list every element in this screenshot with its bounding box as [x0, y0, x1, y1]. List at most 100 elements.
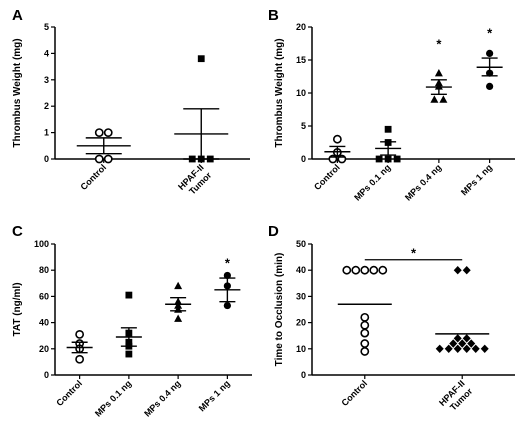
significance-star: * [436, 37, 442, 52]
y-tick-label: 10 [296, 344, 306, 354]
data-point [342, 265, 352, 275]
data-point [332, 134, 342, 144]
panel-c: C 0 20 40 60 80 100 TAT (ng/ml) Control MPs 0.1 n… [12, 223, 252, 419]
data-point [360, 347, 370, 356]
y-tick-label: 40 [39, 318, 49, 328]
x-tick-label-line: MPs 0.4 ng [403, 162, 443, 202]
y-axis-label: Time to Occlusion (min) [274, 253, 285, 367]
data-point [125, 291, 133, 299]
y-tick-label: 0 [44, 370, 49, 380]
x-tick-label-line: MPs 0.1 ng [93, 378, 133, 418]
x-tick-label-line: Control [312, 162, 342, 192]
data-point [462, 334, 471, 343]
data-point [449, 339, 458, 348]
data-point [444, 344, 453, 353]
data-point [375, 155, 383, 163]
data-point [75, 354, 85, 364]
y-tick-label: 80 [39, 265, 49, 275]
x-tick-label-line: Control [339, 378, 369, 408]
data-point [471, 344, 480, 353]
panel-b: B 0 5 10 15 20 Thrombus Weight (mg) Control MPs … [268, 7, 515, 203]
x-tick-label: MPs 0.4 ng [142, 378, 182, 418]
x-tick-label-line: MPs 1 ng [197, 378, 232, 413]
y-tick-label: 20 [39, 344, 49, 354]
panel-label: C [12, 223, 23, 240]
data-point [103, 154, 113, 164]
y-axis-label: TAT (ng/ml) [12, 282, 23, 336]
panel-d: D 0 10 20 30 40 50 Time to Occlusion (min) Contr… [268, 223, 515, 416]
data-point [351, 265, 361, 275]
panel-label: D [268, 223, 279, 240]
y-tick-label: 20 [296, 22, 306, 32]
data-point [360, 328, 370, 338]
y-tick-label: 60 [39, 291, 49, 301]
x-tick-label: Control [312, 162, 342, 192]
x-tick-label-line: Control [78, 162, 108, 192]
significance-star: * [487, 25, 493, 40]
data-point [434, 69, 443, 77]
y-tick-label: 5 [301, 121, 306, 131]
y-tick-label: 10 [296, 88, 306, 98]
x-tick-label: Control [78, 162, 108, 192]
data-point [94, 128, 104, 137]
data-point [360, 320, 370, 330]
data-point [430, 95, 439, 103]
data-point [393, 155, 401, 163]
x-tick-label-line: Control [54, 378, 84, 408]
data-point [94, 154, 104, 164]
data-point [360, 339, 370, 348]
x-tick-label: Control [339, 378, 369, 408]
data-point [467, 339, 476, 348]
data-point [125, 350, 133, 358]
data-point [384, 155, 392, 163]
x-tick-label: MPs 1 ng [459, 162, 494, 197]
data-point [453, 344, 462, 353]
x-tick-label: HPAF-IITumor [437, 378, 475, 416]
data-point [197, 55, 205, 63]
y-tick-label: 100 [34, 239, 49, 249]
y-tick-label: 0 [44, 154, 49, 164]
y-tick-label: 0 [301, 370, 306, 380]
y-tick-label: 3 [44, 75, 49, 85]
data-point [462, 344, 471, 353]
data-point [462, 266, 471, 275]
data-point [223, 301, 231, 310]
x-tick-label: Control [54, 378, 84, 408]
y-tick-label: 2 [44, 101, 49, 111]
y-tick-label: 15 [296, 55, 306, 65]
data-point [174, 314, 183, 322]
x-tick-label: MPs 1 ng [197, 378, 232, 413]
y-tick-label: 0 [301, 154, 306, 164]
data-point [486, 49, 494, 58]
data-point [223, 271, 231, 280]
data-point [480, 344, 489, 353]
y-tick-label: 4 [44, 48, 49, 58]
data-point [360, 265, 370, 275]
panel-label: A [12, 7, 23, 24]
data-point [435, 344, 444, 353]
data-point [75, 329, 85, 339]
x-tick-label-line: MPs 1 ng [459, 162, 494, 197]
data-point [486, 82, 494, 90]
data-point [453, 334, 462, 343]
x-tick-label-line: MPs 0.4 ng [142, 378, 182, 418]
y-tick-label: 1 [44, 128, 49, 138]
data-point [103, 128, 113, 137]
y-tick-label: 50 [296, 239, 306, 249]
x-tick-label: MPs 0.1 ng [352, 162, 392, 202]
data-point [360, 312, 370, 322]
significance-star: * [225, 255, 231, 270]
data-point [369, 265, 379, 275]
y-tick-label: 30 [296, 291, 306, 301]
significance-star: * [411, 246, 417, 261]
data-point [378, 265, 388, 275]
data-point [458, 339, 467, 348]
y-axis-label: Thrombus Weight (mg) [274, 38, 285, 147]
y-tick-label: 20 [296, 318, 306, 328]
data-point [439, 95, 448, 103]
y-axis-label: Thrombus Weight (mg) [12, 38, 23, 147]
y-tick-label: 5 [44, 22, 49, 32]
x-tick-label: MPs 0.1 ng [93, 378, 133, 418]
data-point [384, 125, 392, 133]
